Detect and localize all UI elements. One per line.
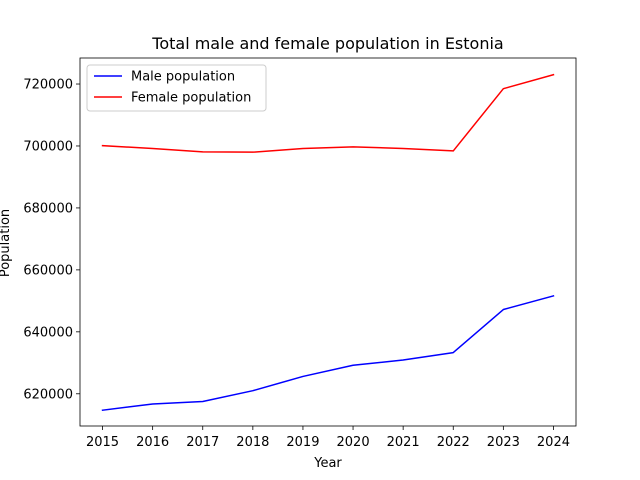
x-tick-label: 2022 bbox=[437, 435, 470, 450]
x-tick-label: 2015 bbox=[86, 435, 119, 450]
y-tick-label: 640000 bbox=[23, 325, 73, 340]
y-tick-label: 720000 bbox=[23, 78, 73, 93]
y-tick-label: 700000 bbox=[23, 139, 73, 154]
x-tick-label: 2019 bbox=[286, 435, 319, 450]
legend-label-female: Female population bbox=[131, 91, 251, 106]
x-tick-label: 2024 bbox=[537, 435, 570, 450]
series-line-male bbox=[101, 294, 555, 412]
series-line-female bbox=[101, 73, 555, 153]
x-tick-label: 2021 bbox=[387, 435, 420, 450]
x-tick-label: 2016 bbox=[136, 435, 169, 450]
y-tick-label: 620000 bbox=[23, 387, 73, 402]
x-tick-label: 2020 bbox=[337, 435, 370, 450]
chart-title: Total male and female population in Esto… bbox=[151, 34, 503, 53]
axes-frame bbox=[79, 57, 577, 427]
y-axis-label: Population bbox=[0, 209, 13, 277]
y-tick-label: 680000 bbox=[23, 201, 73, 216]
y-tick-label: 660000 bbox=[23, 263, 73, 278]
x-axis-label: Year bbox=[313, 456, 342, 471]
x-tick-label: 2018 bbox=[236, 435, 269, 450]
legend-label-male: Male population bbox=[131, 70, 235, 85]
x-tick-label: 2023 bbox=[487, 435, 520, 450]
legend: Male population Female population bbox=[86, 64, 267, 112]
plot-area: 2015 2016 2017 2018 2019 2020 2021 2022 2023 2024… bbox=[23, 57, 577, 450]
x-tick-label: 2017 bbox=[186, 435, 219, 450]
legend-box bbox=[86, 64, 267, 112]
